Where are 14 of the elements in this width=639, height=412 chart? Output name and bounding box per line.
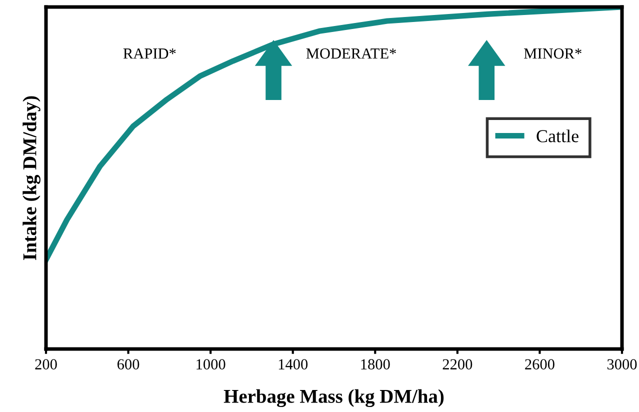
y-axis-title: Intake (kg DM/day) — [22, 96, 40, 260]
x-axis-title: Herbage Mass (kg DM/ha) — [224, 389, 444, 408]
legend-label: Cattle — [536, 130, 578, 142]
x-tick-label: 600 — [117, 359, 140, 370]
x-tick-label: 1400 — [278, 359, 308, 370]
x-tick-label: 2200 — [442, 359, 472, 370]
x-tick-label: 3000 — [607, 359, 637, 370]
annotation: MODERATE* — [306, 48, 396, 59]
x-tick-label: 2600 — [525, 359, 554, 370]
x-tick-label: 200 — [35, 359, 57, 370]
annotation: MINOR* — [524, 48, 582, 59]
x-tick-label: 1800 — [361, 359, 390, 370]
x-tick-label: 1000 — [196, 359, 226, 370]
annotation: RAPID* — [123, 48, 176, 59]
